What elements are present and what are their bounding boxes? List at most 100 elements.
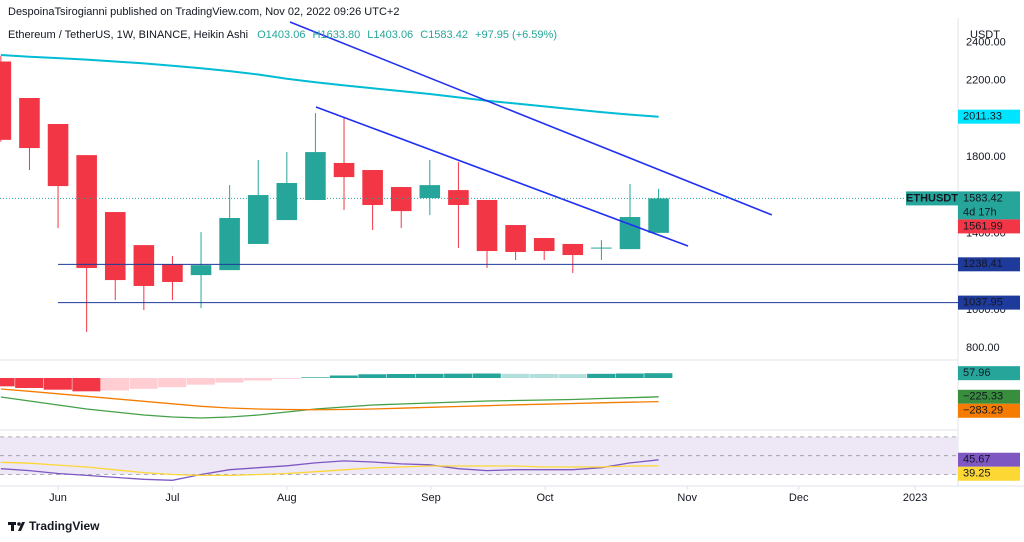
histogram-bar xyxy=(558,374,587,378)
indicator-line xyxy=(0,461,659,477)
histogram-bar xyxy=(72,378,101,392)
price-label: 4d 17h xyxy=(963,206,997,218)
price-label-box xyxy=(958,191,1020,220)
histogram-bar xyxy=(129,378,158,389)
ohlc-close: C1583.42 xyxy=(420,29,468,41)
histogram-bar xyxy=(215,378,244,383)
x-tick-label: Nov xyxy=(677,492,697,504)
histogram-bar xyxy=(15,378,44,388)
symbol-tag: ETHUSDT xyxy=(906,192,958,204)
candle-body xyxy=(619,217,641,250)
price-label-box xyxy=(958,389,1020,404)
indicator-line xyxy=(0,388,659,411)
candle-body xyxy=(505,225,526,252)
price-label-box xyxy=(958,219,1020,234)
chart-legend: Ethereum / TetherUS, 1W, BINANCE, Heikin… xyxy=(8,29,557,41)
candle-body xyxy=(533,238,555,252)
candle-body xyxy=(19,98,40,149)
price-label-box xyxy=(958,295,1020,310)
candle-body xyxy=(162,264,183,282)
histogram-bar xyxy=(444,373,473,378)
price-label: −283.29 xyxy=(963,405,1003,417)
logo-part xyxy=(11,522,14,531)
pane xyxy=(0,21,958,333)
candle-body xyxy=(648,198,669,233)
candle-body xyxy=(362,170,383,205)
x-tick-label: 2023 xyxy=(903,492,927,504)
price-label: −225.33 xyxy=(963,391,1003,403)
y-tick-label: 2200.00 xyxy=(966,75,1006,87)
candle-body xyxy=(190,265,212,276)
histogram-bar xyxy=(272,378,301,379)
ohlc-open: O1403.06 xyxy=(257,29,305,41)
x-tick-label: Dec xyxy=(789,492,809,504)
candle-body xyxy=(562,243,584,256)
histogram-bar xyxy=(644,373,673,378)
histogram-bar xyxy=(415,373,444,378)
candle-body xyxy=(247,195,269,244)
price-label: 1037.95 xyxy=(963,297,1003,309)
candle-body xyxy=(333,162,355,178)
candle-body xyxy=(0,61,12,140)
price-label-box xyxy=(958,466,1020,481)
candle-body xyxy=(419,185,441,199)
histogram-bar xyxy=(529,374,558,378)
price-label: 39.25 xyxy=(963,468,991,480)
pane xyxy=(0,436,958,481)
price-label: 1561.99 xyxy=(963,220,1003,232)
candle-body xyxy=(591,247,612,249)
x-tick-label: Oct xyxy=(536,492,553,504)
histogram-bar xyxy=(0,378,15,387)
histogram-bar xyxy=(329,375,358,378)
ohlc-change: +97.95 (+6.59%) xyxy=(475,29,557,41)
histogram-bar xyxy=(501,373,530,378)
histogram-bar xyxy=(43,378,72,390)
price-label-box xyxy=(958,403,1020,418)
histogram-bar xyxy=(358,374,387,378)
ohlc-low: L1403.06 xyxy=(367,29,413,41)
candle-body xyxy=(448,190,469,205)
x-tick-label: Jul xyxy=(165,492,179,504)
brand-logo xyxy=(8,522,25,531)
candle-body xyxy=(219,217,240,271)
currency: USDT xyxy=(970,29,1000,41)
candle-body xyxy=(276,183,298,221)
histogram-bar xyxy=(243,378,273,381)
histogram-bar xyxy=(158,378,187,388)
indicator-line xyxy=(0,54,659,118)
chart-title: Ethereum / TetherUS, 1W, BINANCE, Heikin… xyxy=(8,29,248,41)
histogram-bar xyxy=(386,374,416,378)
candle-body xyxy=(133,245,155,286)
trend-line xyxy=(289,21,773,216)
ohlc-high: H1633.80 xyxy=(313,29,361,41)
logo-part xyxy=(17,522,21,526)
histogram-bar xyxy=(186,378,215,385)
histogram-bar xyxy=(100,378,130,391)
histogram-bar xyxy=(615,373,644,378)
logo-part xyxy=(18,522,25,531)
price-label: 57.96 xyxy=(963,367,991,379)
price-label-box xyxy=(958,109,1020,124)
trend-line xyxy=(315,106,689,247)
x-tick-label: Sep xyxy=(421,492,441,504)
histogram-bar xyxy=(301,377,330,378)
candle-body xyxy=(390,187,412,212)
pane xyxy=(0,373,673,419)
y-tick-label: 800.00 xyxy=(966,342,1000,354)
price-label-box xyxy=(958,366,1020,381)
x-tick-label: Jun xyxy=(49,492,67,504)
histogram-bar xyxy=(472,373,501,378)
y-tick-label: 1800.00 xyxy=(966,151,1006,163)
indicator-line xyxy=(0,459,659,481)
indicator-line xyxy=(0,396,659,419)
candle-body xyxy=(476,200,498,252)
price-label: 1238.41 xyxy=(963,258,1003,270)
symbol-tag-box xyxy=(906,191,958,206)
author-line: DespoinaTsirogianni published on Trading… xyxy=(8,6,399,18)
x-tick-label: Aug xyxy=(277,492,297,504)
histogram-bar xyxy=(587,373,616,378)
price-label-box xyxy=(958,257,1020,272)
price-label: 2011.33 xyxy=(963,111,1002,123)
candle-body xyxy=(47,123,69,187)
layers xyxy=(0,21,958,481)
